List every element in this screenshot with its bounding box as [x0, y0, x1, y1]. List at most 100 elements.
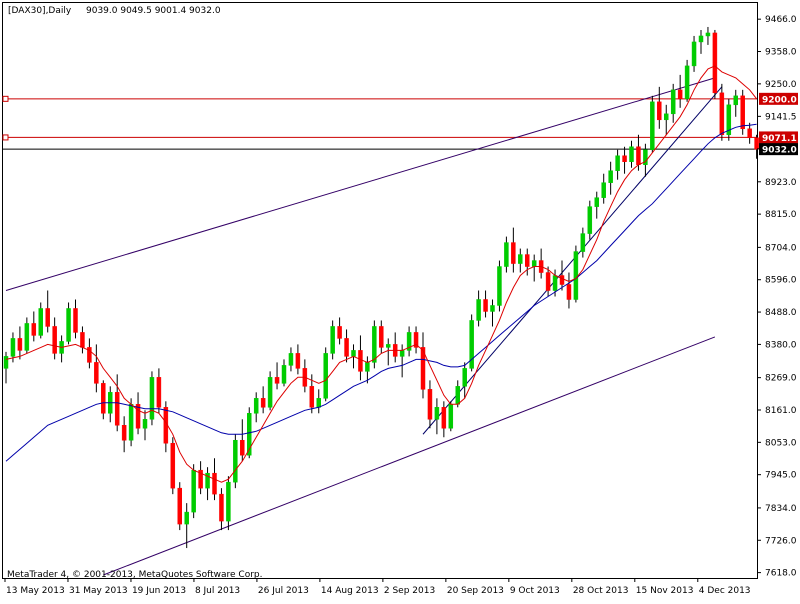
x-tick-label: 28 Oct 2013 [573, 586, 629, 596]
candle-2 [17, 326, 23, 360]
candle-61 [427, 380, 433, 429]
candle-body [684, 65, 690, 100]
candle-body [212, 472, 217, 495]
y-tick-label: 7726.0 [765, 536, 797, 546]
y-tick-label: 9250.0 [765, 80, 797, 90]
candle-body [87, 347, 92, 363]
candle-93 [650, 95, 655, 153]
candle-94 [657, 86, 662, 129]
y-tick-label: 8269.0 [765, 374, 797, 384]
candle-105 [733, 89, 738, 117]
candle-body [372, 326, 377, 363]
candle-body [17, 338, 23, 351]
price-tag-9071.1 [759, 131, 798, 144]
candle-27 [191, 464, 196, 519]
y-tick-label: 7618.0 [765, 569, 797, 579]
candle-body [309, 386, 315, 408]
candle-body [316, 398, 321, 408]
candle-body [330, 326, 335, 354]
x-tick-label: 20 Sep 2013 [447, 586, 504, 596]
candle-83 [580, 227, 586, 258]
y-tick-label: 8380.0 [765, 340, 797, 350]
moving-average-slow [5, 123, 757, 462]
candle-body [712, 32, 718, 94]
candle-60 [420, 332, 426, 399]
candle-body [233, 439, 238, 483]
candle-body [142, 419, 148, 429]
candle-81 [566, 272, 572, 309]
candle-body [198, 469, 203, 489]
candle-body [101, 383, 106, 414]
x-tick-label: 26 Jul 2013 [258, 586, 309, 596]
candle-64 [448, 401, 454, 432]
candle-90 [629, 140, 634, 168]
y-tick-label: 8704.0 [765, 243, 797, 253]
copyright-text: MetaTrader 4, © 2001-2013, MetaQuotes So… [7, 570, 263, 580]
y-tick-label: 9141.5 [765, 112, 797, 122]
candle-body [476, 299, 481, 321]
candle-body [636, 146, 641, 165]
candle-body [365, 362, 370, 372]
candle-33 [233, 434, 238, 489]
x-tick-label: 14 Aug 2013 [321, 586, 379, 596]
candle-body [386, 344, 391, 348]
candle-body [45, 308, 50, 327]
ohlc-values: 9039.0 9049.5 9001.4 9032.0 [86, 6, 221, 16]
candle-103 [719, 83, 725, 141]
candle-26 [184, 503, 189, 549]
price-tag-9032.0 [759, 143, 798, 156]
candle-body [94, 362, 99, 384]
candle-body [670, 89, 676, 115]
candle-body [156, 377, 162, 408]
candle-78 [545, 266, 551, 297]
y-tick-label: 7945.0 [765, 471, 797, 481]
candle-86 [601, 173, 606, 204]
candle-body [580, 233, 586, 252]
candle-34 [240, 419, 245, 462]
candle-48 [337, 317, 342, 345]
y-tick-label: 8488.0 [765, 308, 797, 318]
candle-body [545, 272, 551, 291]
candle-body [483, 299, 488, 312]
price-tag-label: 9071.1 [762, 134, 797, 144]
candle-19 [135, 392, 141, 435]
candle-75 [525, 248, 530, 276]
candle-22 [156, 368, 162, 414]
candle-89 [622, 146, 627, 174]
candle-body [525, 254, 530, 267]
candle-body [177, 487, 182, 525]
candle-92 [643, 143, 648, 177]
x-tick-label: 2 Sep 2013 [384, 586, 435, 596]
candle-99 [691, 35, 697, 72]
candle-body [80, 332, 85, 348]
candle-41 [288, 347, 294, 372]
candle-body [149, 377, 155, 420]
candle-95 [664, 104, 669, 135]
candle-body [594, 197, 599, 207]
candle-body [643, 149, 648, 165]
candle-body [247, 413, 252, 456]
candle-body [441, 407, 447, 429]
price-tag-label: 9032.0 [762, 146, 797, 156]
candle-40 [281, 359, 287, 387]
candle-54 [379, 320, 384, 354]
candle-body [420, 347, 426, 390]
trendline-upper-channel [5, 77, 716, 291]
candle-body [677, 89, 683, 100]
candle-32 [226, 476, 231, 531]
candle-body [615, 155, 620, 171]
candle-47 [330, 320, 335, 360]
candle-body [3, 356, 9, 369]
price-tag-label: 9200.0 [762, 95, 797, 105]
candle-body [295, 353, 301, 369]
y-tick-label: 7834.0 [765, 504, 797, 514]
candle-body [490, 305, 495, 312]
candle-body [121, 425, 127, 441]
candle-82 [573, 245, 579, 303]
candle-body [601, 182, 606, 198]
candle-66 [462, 362, 467, 399]
candle-51 [358, 335, 363, 381]
candle-body [379, 326, 384, 348]
x-tick-label: 8 Jul 2013 [195, 586, 240, 596]
